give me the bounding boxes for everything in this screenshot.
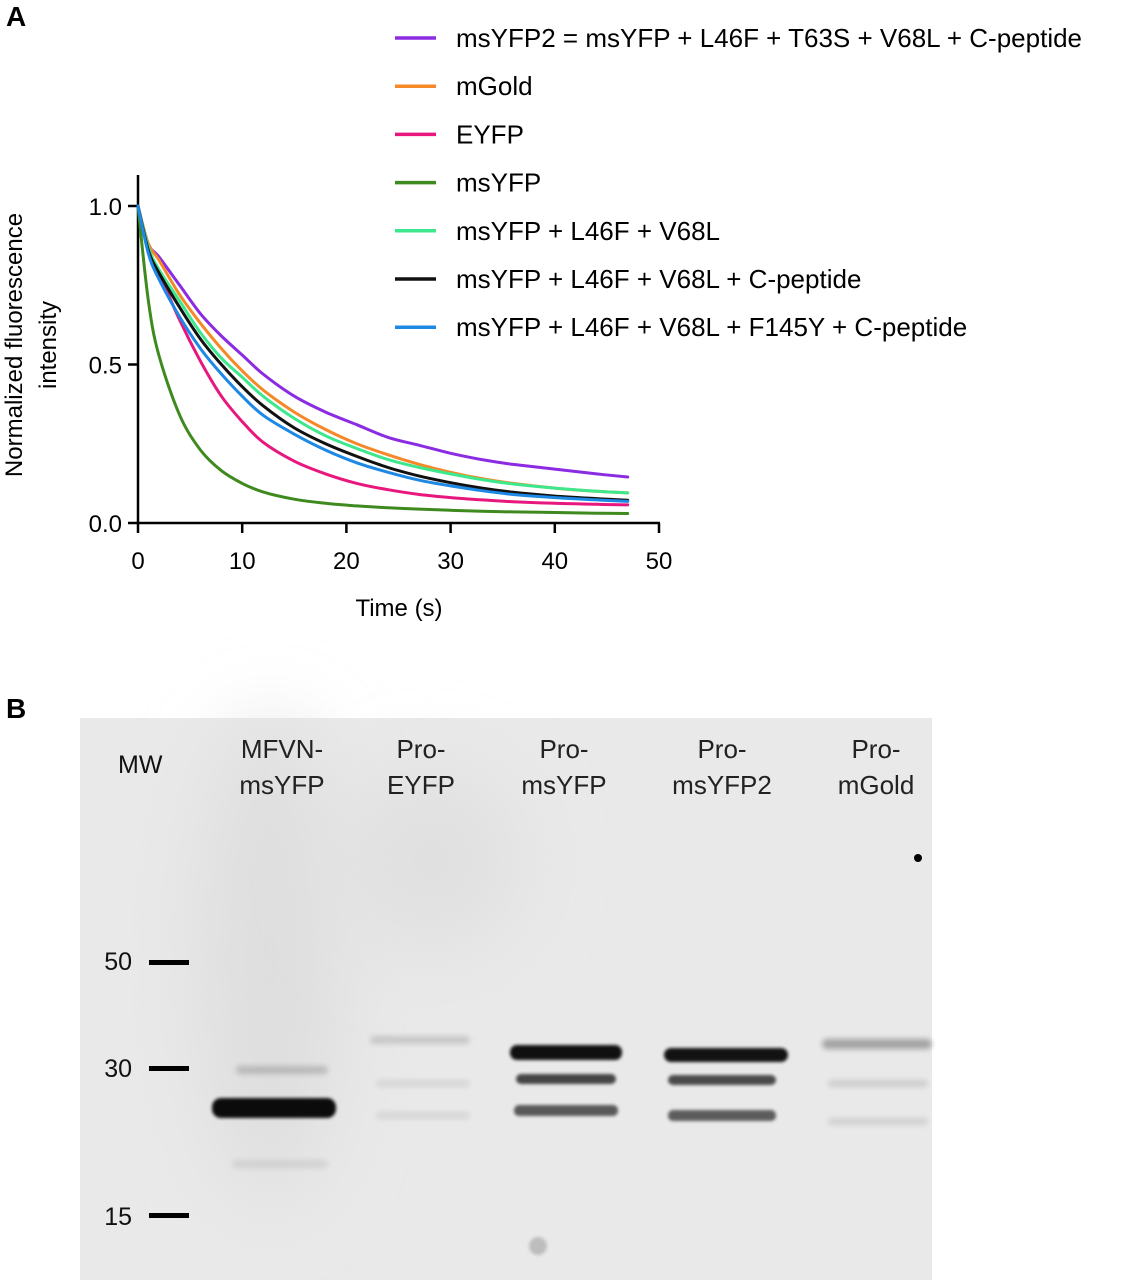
band-pro-msyfp-top [510, 1045, 622, 1060]
series-line-5 [136, 204, 630, 495]
blot-smudge-center [340, 770, 520, 950]
band-pro-msyfp2-low [668, 1110, 776, 1121]
lane-4-label-line1: Pro- [697, 734, 746, 764]
band-mfvn-msyfp-main [212, 1098, 336, 1118]
legend-label-2: mGold [456, 71, 533, 101]
line-chart: Normalized fluorescence intensity Time (… [1, 23, 1082, 622]
band-pro-mgold-mid [828, 1080, 928, 1087]
band-pro-msyfp2-mid [668, 1075, 776, 1085]
blot-smudge-left [200, 720, 340, 1200]
x-tick-label: 20 [333, 548, 360, 575]
series-line-4 [136, 204, 630, 515]
legend-label-3: EYFP [456, 119, 524, 149]
y-axis-label-line2: intensity [35, 301, 62, 389]
legend-label-4: msYFP [456, 168, 541, 198]
band-pro-eyfp-low [376, 1112, 470, 1119]
x-tick-label: 0 [131, 548, 144, 575]
western-blot: MW MFVN- msYFP Pro- EYFP Pro- msYFP Pro-… [80, 718, 932, 1280]
series-line-3 [136, 204, 630, 507]
x-tick-label: 40 [541, 548, 568, 575]
legend-label-7: msYFP + L46F + V68L + F145Y + C-peptide [456, 312, 967, 342]
band-pro-eyfp-mid [376, 1080, 470, 1087]
legend-label-5: msYFP + L46F + V68L [456, 216, 720, 246]
x-tick-label: 50 [646, 548, 673, 575]
y-tick-label: 1.0 [89, 194, 122, 221]
legend-label-1: msYFP2 = msYFP + L46F + T63S + V68L + C-… [456, 23, 1082, 53]
lane-2-label-line2: EYFP [387, 770, 455, 800]
series-line-6 [136, 204, 630, 502]
series-lines [136, 204, 630, 515]
lane-1-label-line1: MFVN- [241, 734, 323, 764]
marker-50-label: 50 [104, 948, 132, 976]
lane-3-label-line2: msYFP [521, 770, 606, 800]
x-axis-label: Time (s) [355, 595, 442, 622]
marker-15-tick [149, 1213, 189, 1218]
legend-label-6: msYFP + L46F + V68L + C-peptide [456, 264, 861, 294]
series-line-2 [136, 204, 630, 495]
x-tick-label: 10 [229, 548, 256, 575]
band-pro-eyfp-top [370, 1036, 470, 1044]
panel-a-letter: A [6, 1, 26, 32]
lane-2-label-line1: Pro- [396, 734, 445, 764]
band-pro-msyfp-low [514, 1105, 618, 1116]
band-pro-mgold-top [822, 1039, 932, 1049]
axis-ticks: 0 10 20 30 40 50 0.0 0.5 1.0 [89, 194, 673, 575]
band-pro-mgold-low [828, 1118, 928, 1125]
band-mfvn-msyfp-faint [236, 1066, 328, 1074]
lane-4-label-line2: msYFP2 [672, 770, 772, 800]
blot-spot [529, 1237, 547, 1255]
band-mfvn-msyfp-faint-low [232, 1160, 328, 1168]
lane-3-label-line1: Pro- [539, 734, 588, 764]
series-line-1 [136, 204, 630, 479]
lane-5-label-line2: mGold [838, 770, 915, 800]
series-line-7 [136, 204, 630, 503]
panel-b-letter: B [6, 693, 26, 724]
blot-dust-dot [914, 854, 922, 862]
marker-15-label: 15 [104, 1203, 132, 1231]
x-tick-label: 30 [437, 548, 464, 575]
lane-1-label-line2: msYFP [239, 770, 324, 800]
y-axis-label-line1: Normalized fluorescence [1, 213, 28, 477]
legend: msYFP2 = msYFP + L46F + T63S + V68L + C-… [395, 23, 1082, 342]
mw-label: MW [118, 751, 163, 779]
band-pro-msyfp2-top [664, 1048, 788, 1062]
y-tick-label: 0.5 [89, 353, 122, 380]
band-pro-msyfp-mid [516, 1074, 616, 1084]
y-tick-label: 0.0 [89, 511, 122, 538]
marker-30-label: 30 [104, 1055, 132, 1083]
marker-30-tick [149, 1066, 189, 1071]
marker-50-tick [149, 960, 189, 965]
lane-5-label-line1: Pro- [851, 734, 900, 764]
